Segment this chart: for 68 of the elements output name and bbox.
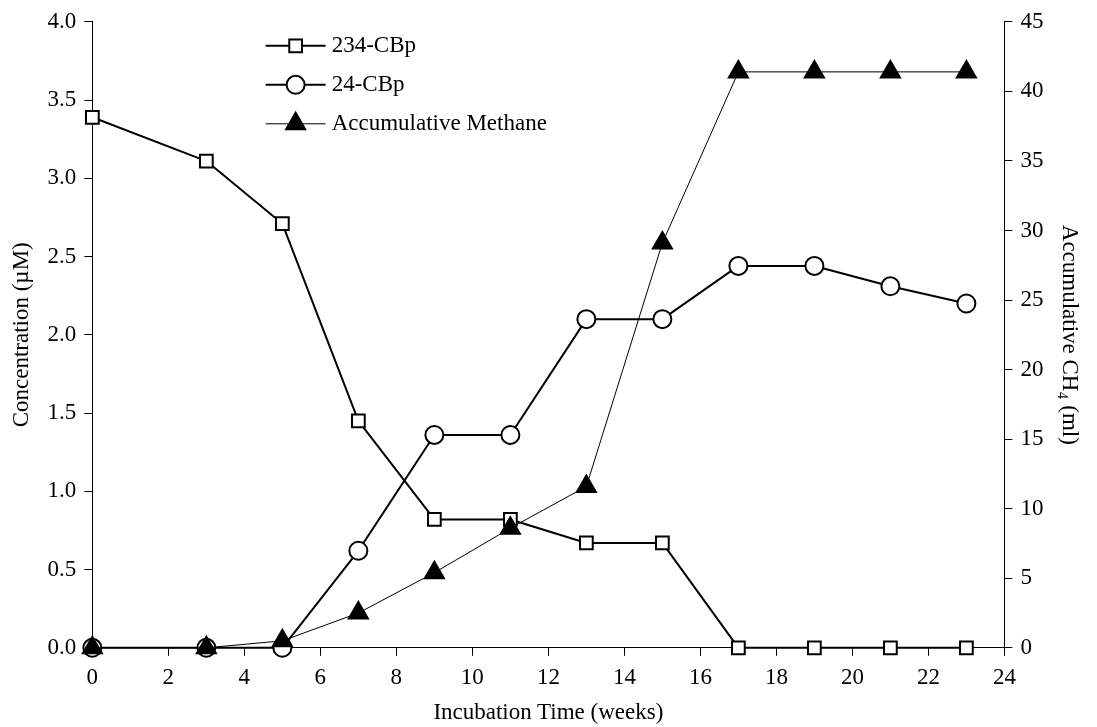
x-axis-title: Incubation Time (weeks) (433, 699, 664, 725)
point (275, 216, 290, 232)
point (84, 109, 100, 125)
y-tick-label: 0.5 (47, 555, 77, 581)
point (579, 535, 594, 551)
legend-label: Accumulative Methane (331, 109, 547, 135)
x-tick-label: 18 (764, 663, 788, 689)
y-axis-title: Concentration (µM) (7, 242, 33, 428)
y2-axis-title: Accumulative CH₄ (ml) (1058, 224, 1084, 445)
point (803, 59, 825, 79)
point (271, 628, 293, 648)
legend-label: 234-CBp (331, 31, 416, 57)
point (956, 293, 977, 314)
point (807, 640, 822, 656)
y2-tick-label: 40 (1020, 77, 1044, 103)
y2-tick-label: 25 (1020, 286, 1044, 312)
point (424, 424, 445, 445)
x-tick-label: 2 (162, 663, 175, 689)
point (728, 255, 749, 276)
y-tick-label: 2.0 (47, 320, 77, 346)
x-tick-label: 14 (612, 663, 637, 689)
x-tick-label: 10 (460, 663, 484, 689)
point (347, 601, 369, 620)
point (651, 230, 673, 250)
point (576, 309, 597, 330)
point (879, 59, 901, 79)
point (955, 59, 977, 79)
y-tick-label: 3.0 (47, 164, 77, 190)
y2-tick-label: 5 (1020, 564, 1032, 590)
x-tick-label: 8 (390, 663, 403, 689)
y-tick-label: 1.5 (47, 399, 77, 425)
point (348, 540, 369, 561)
y-tick-label: 4.0 (47, 7, 77, 33)
x-tick-label: 0 (86, 663, 99, 689)
x-tick-label: 20 (840, 663, 864, 689)
x-tick-label: 16 (688, 663, 712, 689)
x-tick-label: 22 (916, 663, 940, 689)
y-tick-label: 1.0 (47, 477, 77, 503)
point (731, 640, 746, 656)
x-tick-label: 24 (992, 663, 1017, 689)
point (500, 424, 521, 445)
y2-tick-label: 45 (1020, 7, 1044, 33)
y2-tick-label: 0 (1020, 633, 1032, 659)
point (423, 560, 445, 580)
point (804, 255, 825, 276)
point (655, 535, 670, 551)
y2-tick-label: 10 (1020, 494, 1044, 520)
y-tick-label: 2.5 (47, 242, 77, 268)
x-tick-label: 4 (238, 663, 251, 689)
point (427, 512, 442, 527)
y2-tick-label: 15 (1020, 425, 1044, 451)
x-tick-label: 12 (536, 663, 560, 689)
point (959, 640, 974, 656)
x-tick-label: 6 (314, 663, 327, 689)
point (652, 309, 673, 330)
y2-tick-label: 20 (1020, 355, 1044, 381)
y2-tick-label: 30 (1020, 216, 1044, 242)
point (575, 474, 597, 493)
y-tick-label: 3.5 (47, 86, 77, 112)
y2-tick-label: 35 (1020, 146, 1044, 172)
point (198, 153, 214, 169)
legend-label: 24-CBp (331, 70, 405, 96)
point (883, 640, 898, 656)
y-tick-label: 0.0 (47, 633, 77, 659)
point (351, 413, 366, 429)
point (499, 516, 521, 535)
point (880, 276, 901, 297)
point (727, 59, 749, 79)
